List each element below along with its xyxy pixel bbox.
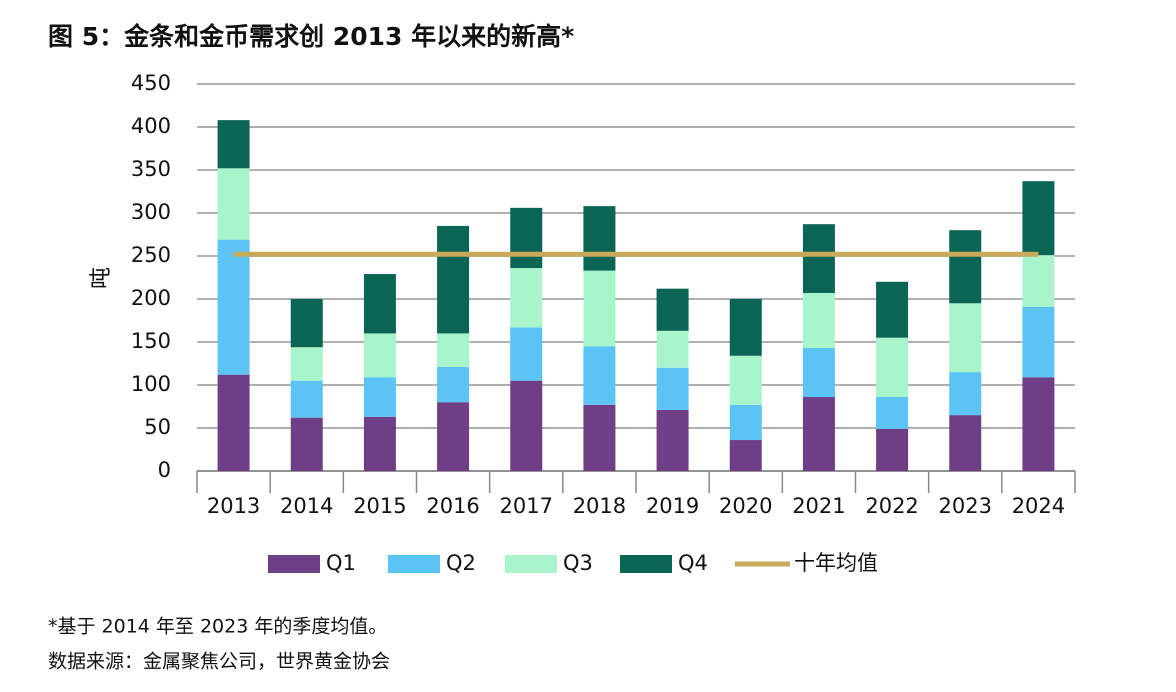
bar-segment — [217, 168, 250, 240]
bar-segment — [656, 409, 689, 471]
bar-segment — [1022, 181, 1055, 256]
bar-segment — [437, 366, 470, 403]
bar-segment — [949, 415, 982, 471]
bar-segment — [1022, 377, 1055, 471]
bar-segment — [802, 348, 835, 398]
legend-label: Q3 — [563, 551, 593, 575]
x-tick-label: 2022 — [865, 494, 918, 518]
y-tick-label: 400 — [131, 114, 171, 138]
bar-segment — [656, 330, 689, 368]
bar-segment — [363, 416, 396, 471]
bar-segment — [656, 367, 689, 410]
bar-segment — [802, 397, 835, 471]
bar-segment — [290, 299, 323, 348]
bar-segment — [510, 327, 543, 381]
legend-label: Q2 — [446, 551, 476, 575]
y-tick-label: 150 — [131, 329, 171, 353]
footnote: *基于 2014 年至 2023 年的季度均值。 — [48, 616, 387, 638]
bar-segment — [583, 206, 616, 271]
bar-segment — [729, 404, 762, 441]
bar-segment — [729, 355, 762, 405]
x-tick-label: 2015 — [353, 494, 406, 518]
bar-segment — [510, 268, 543, 328]
bar-segment — [802, 224, 835, 293]
bar-segment — [363, 274, 396, 334]
bar-segment — [217, 239, 250, 375]
bar-segment — [363, 377, 396, 417]
bar-segment — [1022, 306, 1055, 378]
y-tick-label: 100 — [131, 372, 171, 396]
bar-segment — [290, 347, 323, 381]
x-tick-label: 2017 — [500, 494, 553, 518]
x-tick-label: 2014 — [280, 494, 333, 518]
bar-segment — [876, 397, 909, 429]
bar-segment — [949, 372, 982, 416]
bar-segment — [656, 288, 689, 331]
bar-segment — [729, 440, 762, 471]
x-tick-label: 2023 — [939, 494, 992, 518]
legend-swatch — [268, 555, 320, 573]
bar-segment — [217, 374, 250, 471]
y-tick-label: 350 — [131, 157, 171, 181]
bar-segment — [583, 404, 616, 471]
x-tick-label: 2019 — [646, 494, 699, 518]
legend-swatch — [620, 555, 672, 573]
bar-segment — [949, 303, 982, 373]
x-tick-label: 2016 — [426, 494, 479, 518]
bar-segment — [290, 417, 323, 471]
bar-segment — [1022, 255, 1055, 307]
bar-segment — [437, 225, 470, 334]
bar-segment — [217, 120, 250, 169]
bar-segment — [802, 292, 835, 349]
x-tick-label: 2020 — [719, 494, 772, 518]
bar-segment — [437, 333, 470, 367]
bar-segment — [876, 281, 909, 338]
chart-title: 图 5：金条和金币需求创 2013 年以来的新高* — [48, 22, 574, 51]
bar-segment — [363, 333, 396, 378]
bar-segment — [876, 337, 909, 398]
bar-segment — [583, 346, 616, 405]
bar-segment — [876, 428, 909, 471]
bar-segment — [437, 402, 470, 471]
y-tick-label: 300 — [131, 200, 171, 224]
legend-swatch — [505, 555, 557, 573]
legend-label: Q4 — [678, 551, 708, 575]
y-tick-label: 50 — [144, 415, 171, 439]
y-tick-label: 250 — [131, 243, 171, 267]
bar-segment — [290, 380, 323, 418]
legend-swatch — [388, 555, 440, 573]
bar-segment — [510, 380, 543, 471]
x-tick-label: 2013 — [207, 494, 260, 518]
bar-segment — [510, 207, 543, 269]
y-tick-label: 450 — [131, 71, 171, 95]
y-tick-label: 200 — [131, 286, 171, 310]
bar-segment — [729, 299, 762, 356]
y-tick-label: 0 — [158, 458, 171, 482]
legend-label: Q1 — [326, 551, 356, 575]
x-tick-label: 2024 — [1012, 494, 1065, 518]
x-tick-label: 2018 — [573, 494, 626, 518]
bar-segment — [949, 230, 982, 304]
y-axis-label: 吨 — [89, 267, 114, 289]
bar-segment — [583, 270, 616, 347]
source: 数据来源：金属聚焦公司，世界黄金协会 — [48, 651, 390, 673]
legend-label: 十年均值 — [794, 551, 878, 575]
x-tick-label: 2021 — [792, 494, 845, 518]
